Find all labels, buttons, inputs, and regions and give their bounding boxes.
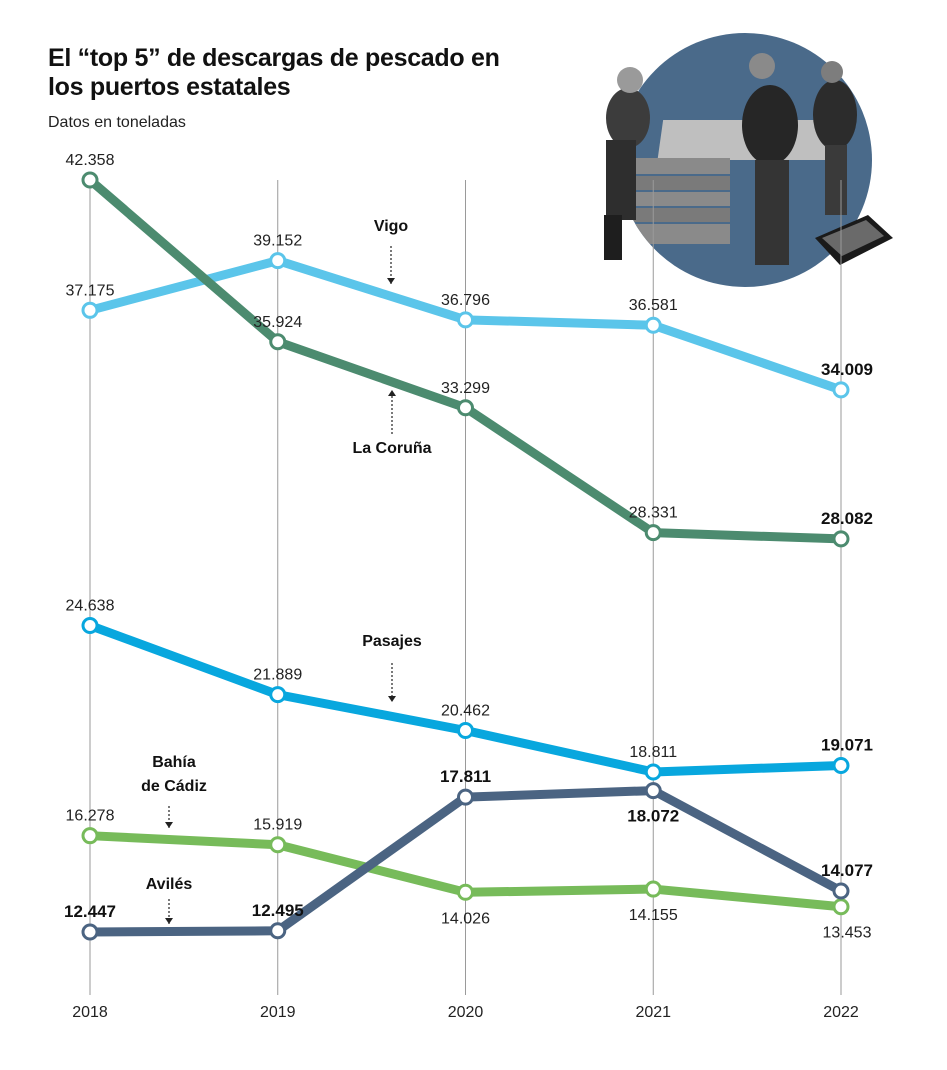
- series-label-text-bahia-de-cadiz-2: de Cádiz: [141, 778, 207, 795]
- port-workers-photo: [604, 33, 893, 287]
- point-aviles-2019: [269, 922, 287, 940]
- value-label-la-coruna-2020: 33.299: [441, 380, 490, 397]
- point-vigo-2021: [644, 316, 662, 334]
- value-label-la-coruna-2022: 28.082: [821, 509, 873, 528]
- chart-title: El “top 5” de descargas de pescado en lo…: [48, 44, 500, 101]
- point-bahia-de-cadiz-2020: [457, 883, 474, 901]
- value-label-pasajes-2022: 19.071: [821, 735, 873, 754]
- pointer-arrowhead-la-coruna: [388, 390, 396, 396]
- point-la-coruna-2018: [81, 171, 99, 189]
- point-bahia-de-cadiz-2021: [644, 880, 662, 898]
- value-label-pasajes-2020: 20.462: [441, 702, 490, 719]
- series-label-text-bahia-de-cadiz-1: Bahía: [152, 754, 196, 771]
- point-aviles-2020: [457, 788, 474, 806]
- value-label-pasajes-2018: 24.638: [66, 598, 115, 615]
- point-aviles-2021: [644, 782, 662, 800]
- value-label-la-coruna-2021: 28.331: [629, 505, 678, 522]
- x-tick-2019: 2019: [260, 1004, 296, 1021]
- value-label-pasajes-2021: 18.811: [629, 744, 677, 761]
- point-la-coruna-2019: [269, 333, 287, 351]
- pointer-arrowhead-aviles: [165, 918, 173, 924]
- series-label-pasajes: Pasajes: [362, 633, 422, 702]
- point-la-coruna-2022: [832, 530, 850, 548]
- value-label-bahia-de-cadiz-2021: 14.155: [629, 907, 678, 924]
- point-pasajes-2018: [81, 617, 99, 635]
- value-label-bahia-de-cadiz-2020: 14.026: [441, 910, 490, 927]
- series-label-text-la-coruna: La Coruña: [352, 440, 431, 457]
- point-bahia-de-cadiz-2018: [81, 827, 99, 845]
- point-aviles-2018: [81, 923, 99, 941]
- point-aviles-2022: [832, 882, 850, 900]
- x-tick-2022: 2022: [823, 1004, 859, 1021]
- value-label-bahia-de-cadiz-2018: 16.278: [66, 808, 115, 825]
- point-vigo-2019: [269, 252, 287, 270]
- point-la-coruna-2020: [457, 399, 474, 417]
- point-vigo-2020: [457, 311, 474, 329]
- series-label-bahia-de-cadiz: Bahía de Cádiz: [141, 754, 207, 828]
- point-pasajes-2020: [457, 721, 474, 739]
- value-label-la-coruna-2018: 42.358: [66, 152, 115, 169]
- pointer-arrowhead-bahia-de-cadiz: [165, 822, 173, 828]
- value-label-bahia-de-cadiz-2019: 15.919: [253, 817, 302, 834]
- chart-subtitle: Datos en toneladas: [48, 114, 186, 131]
- value-label-vigo-2021: 36.581: [629, 297, 678, 314]
- value-label-bahia-de-cadiz-2022: 13.453: [823, 925, 872, 942]
- point-vigo-2022: [832, 381, 850, 399]
- point-bahia-de-cadiz-2019: [269, 836, 287, 854]
- value-label-aviles-2020: 17.811: [440, 767, 491, 786]
- value-label-vigo-2018: 37.175: [66, 282, 115, 299]
- series-label-aviles: Avilés: [146, 876, 193, 924]
- series-label-text-vigo: Vigo: [374, 218, 409, 235]
- x-tick-2020: 2020: [448, 1004, 484, 1021]
- point-pasajes-2021: [644, 763, 662, 781]
- value-label-aviles-2022: 14.077: [821, 861, 873, 880]
- pointer-arrowhead-vigo: [387, 278, 395, 284]
- value-label-aviles-2021: 18.072: [627, 807, 679, 826]
- series-label-text-pasajes: Pasajes: [362, 633, 422, 650]
- value-label-aviles-2018: 12.447: [64, 902, 116, 921]
- point-pasajes-2022: [832, 756, 850, 774]
- point-vigo-2018: [81, 301, 99, 319]
- value-label-vigo-2019: 39.152: [253, 233, 302, 250]
- series-label-la-coruna: La Coruña: [352, 390, 432, 457]
- point-bahia-de-cadiz-2022: [832, 898, 850, 916]
- point-la-coruna-2021: [644, 524, 662, 542]
- value-label-la-coruna-2019: 35.924: [253, 314, 302, 331]
- series-label-vigo: Vigo: [374, 218, 409, 284]
- series-label-text-aviles: Avilés: [146, 876, 193, 893]
- point-pasajes-2019: [269, 686, 287, 704]
- value-label-vigo-2022: 34.009: [821, 360, 873, 379]
- value-label-vigo-2020: 36.796: [441, 292, 490, 309]
- x-tick-2021: 2021: [635, 1004, 671, 1021]
- value-label-pasajes-2019: 21.889: [253, 667, 302, 684]
- pointer-arrowhead-pasajes: [388, 696, 396, 702]
- x-tick-2018: 2018: [72, 1004, 108, 1021]
- value-label-aviles-2019: 12.495: [252, 901, 304, 920]
